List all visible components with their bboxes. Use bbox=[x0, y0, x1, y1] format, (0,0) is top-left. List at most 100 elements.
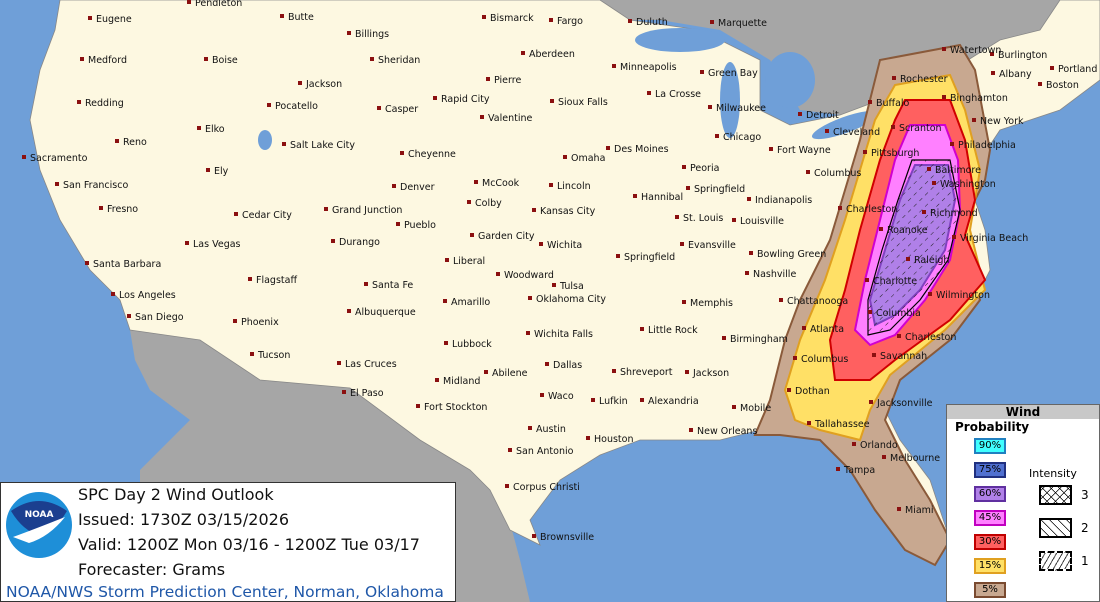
city-label: Santa Barbara bbox=[85, 259, 161, 270]
city-marker-icon bbox=[85, 261, 89, 265]
city-label: Dallas bbox=[545, 360, 582, 371]
city-name: Detroit bbox=[806, 110, 839, 121]
legend-title: Wind bbox=[947, 405, 1099, 419]
city-name: Memphis bbox=[690, 298, 733, 309]
city-label: Billings bbox=[347, 29, 390, 40]
city-marker-icon bbox=[897, 507, 901, 511]
city-marker-icon bbox=[749, 251, 753, 255]
city-marker-icon bbox=[532, 534, 536, 538]
city-label: Liberal bbox=[445, 256, 485, 267]
city-label: Lubbock bbox=[444, 339, 492, 350]
city-marker-icon bbox=[700, 70, 704, 74]
city-name: Brownsville bbox=[540, 532, 595, 543]
city-label: Orlando bbox=[852, 440, 898, 451]
city-marker-icon bbox=[906, 257, 910, 261]
probability-swatch-15pct: 15% bbox=[974, 558, 1006, 574]
city-name: Philadelphia bbox=[958, 140, 1016, 151]
city-marker-icon bbox=[416, 404, 420, 408]
city-marker-icon bbox=[433, 96, 437, 100]
city-marker-icon bbox=[364, 282, 368, 286]
city-marker-icon bbox=[942, 95, 946, 99]
city-label: Kansas City bbox=[532, 206, 595, 217]
city-name: Minneapolis bbox=[620, 62, 677, 73]
city-marker-icon bbox=[377, 106, 381, 110]
city-marker-icon bbox=[802, 326, 806, 330]
city-marker-icon bbox=[872, 353, 876, 357]
city-marker-icon bbox=[111, 292, 115, 296]
city-marker-icon bbox=[234, 212, 238, 216]
city-name: Miami bbox=[905, 505, 934, 516]
credit-line: NOAA/NWS Storm Prediction Center, Norman… bbox=[6, 583, 444, 601]
city-marker-icon bbox=[552, 283, 556, 287]
city-name: Fort Wayne bbox=[777, 145, 831, 156]
city-label: Peoria bbox=[682, 163, 720, 174]
city-name: Fort Stockton bbox=[424, 402, 488, 413]
city-marker-icon bbox=[280, 14, 284, 18]
city-label: Richmond bbox=[922, 208, 978, 219]
city-marker-icon bbox=[347, 309, 351, 313]
city-label: Aberdeen bbox=[521, 49, 575, 60]
city-label: Birmingham bbox=[722, 334, 788, 345]
city-marker-icon bbox=[115, 139, 119, 143]
city-marker-icon bbox=[528, 296, 532, 300]
city-marker-icon bbox=[685, 370, 689, 374]
city-name: Indianapolis bbox=[755, 195, 813, 206]
city-label: Springfield bbox=[616, 252, 675, 263]
city-label: Binghamton bbox=[942, 93, 1008, 104]
city-marker-icon bbox=[545, 362, 549, 366]
city-name: Pendleton bbox=[195, 0, 243, 9]
city-label: Chattanooga bbox=[779, 296, 848, 307]
city-label: Columbus bbox=[793, 354, 848, 365]
city-name: Redding bbox=[85, 98, 124, 109]
city-marker-icon bbox=[868, 100, 872, 104]
city-marker-icon bbox=[952, 235, 956, 239]
city-label: Watertown bbox=[942, 45, 1001, 56]
city-name: Alexandria bbox=[648, 396, 699, 407]
city-name: Austin bbox=[536, 424, 566, 435]
city-marker-icon bbox=[248, 277, 252, 281]
city-label: Portland bbox=[1050, 64, 1097, 75]
city-name: Baltimore bbox=[935, 165, 981, 176]
city-name: New Orleans bbox=[697, 426, 758, 437]
city-label: Scranton bbox=[891, 123, 942, 134]
city-marker-icon bbox=[204, 57, 208, 61]
city-marker-icon bbox=[942, 47, 946, 51]
city-label: Wichita Falls bbox=[526, 329, 593, 340]
city-label: Sacramento bbox=[22, 153, 87, 164]
city-name: San Francisco bbox=[63, 180, 129, 191]
city-label: Phoenix bbox=[233, 317, 279, 328]
city-label: New York bbox=[972, 116, 1024, 127]
city-name: Birmingham bbox=[730, 334, 788, 345]
city-label: Las Vegas bbox=[185, 239, 241, 250]
city-label: Pendleton bbox=[187, 0, 243, 9]
city-marker-icon bbox=[470, 233, 474, 237]
city-marker-icon bbox=[392, 184, 396, 188]
city-name: Springfield bbox=[694, 184, 746, 195]
city-label: Burlington bbox=[990, 50, 1047, 61]
city-name: Peoria bbox=[690, 163, 720, 174]
city-name: Eugene bbox=[96, 14, 132, 25]
city-label: Evansville bbox=[680, 240, 736, 251]
city-marker-icon bbox=[486, 77, 490, 81]
city-marker-icon bbox=[647, 91, 651, 95]
city-label: Des Moines bbox=[606, 144, 669, 155]
intensity-3-swatch bbox=[1039, 485, 1072, 505]
city-marker-icon bbox=[616, 254, 620, 258]
city-label: Corpus Christi bbox=[505, 482, 580, 493]
city-label: Raleigh bbox=[906, 255, 949, 266]
city-label: Tampa bbox=[836, 465, 875, 476]
city-label: Bismarck bbox=[482, 13, 534, 24]
city-name: Billings bbox=[355, 29, 390, 40]
city-marker-icon bbox=[825, 129, 829, 133]
city-label: Indianapolis bbox=[747, 195, 813, 206]
city-name: Lincoln bbox=[557, 181, 591, 192]
city-label: Louisville bbox=[732, 216, 784, 227]
city-marker-icon bbox=[972, 118, 976, 122]
city-label: Fresno bbox=[99, 204, 138, 215]
city-label: Los Angeles bbox=[111, 290, 176, 301]
city-marker-icon bbox=[540, 393, 544, 397]
city-label: Midland bbox=[435, 376, 480, 387]
city-label: Duluth bbox=[628, 17, 668, 28]
city-name: Phoenix bbox=[241, 317, 279, 328]
city-marker-icon bbox=[852, 442, 856, 446]
